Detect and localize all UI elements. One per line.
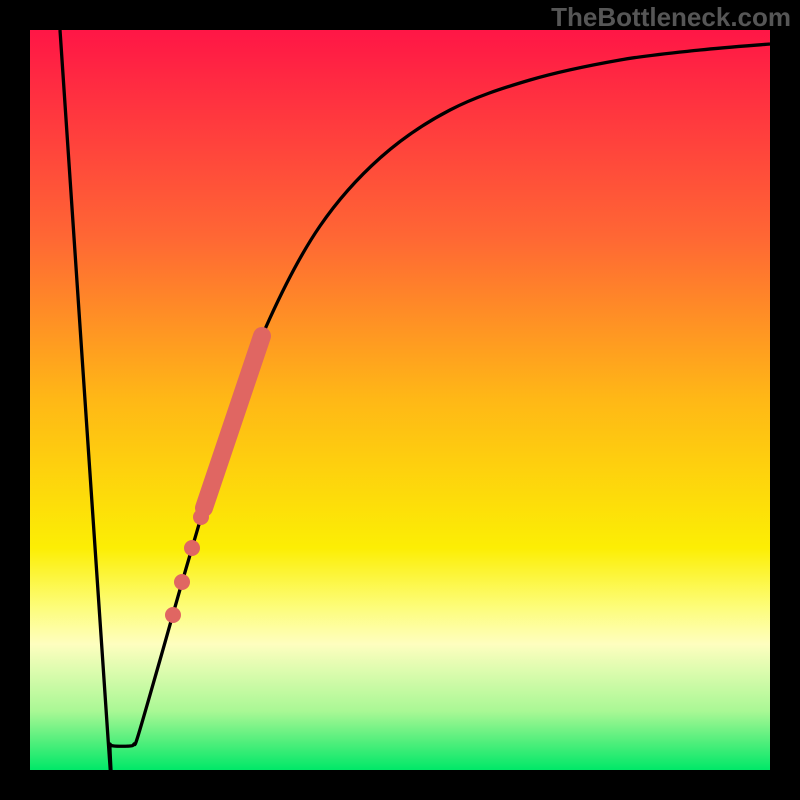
watermark-text: TheBottleneck.com — [551, 2, 791, 33]
chart-svg — [0, 0, 800, 800]
marker-dot — [184, 540, 200, 556]
marker-dot — [165, 607, 181, 623]
chart-container: TheBottleneck.com — [0, 0, 800, 800]
marker-dot — [193, 509, 209, 525]
marker-dot — [174, 574, 190, 590]
